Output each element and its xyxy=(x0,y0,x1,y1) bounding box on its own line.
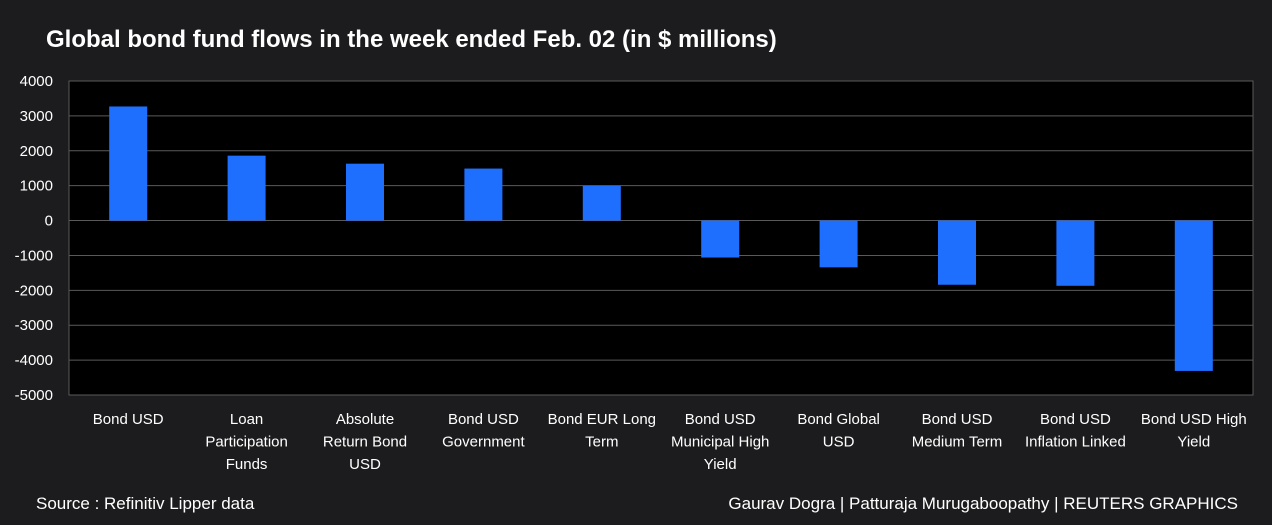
credit-line: Gaurav Dogra | Patturaja Murugaboopathy … xyxy=(728,494,1238,513)
bar xyxy=(819,220,858,268)
x-tick-label: Bond USD Municipal High Yield xyxy=(671,411,769,473)
x-tick-label: Bond USD Government xyxy=(442,411,525,451)
y-tick-label: 4000 xyxy=(20,73,53,90)
y-tick-label: -1000 xyxy=(15,247,53,264)
x-tick-label: Bond USD Inflation Linked xyxy=(1025,411,1126,451)
gridlines xyxy=(69,80,1253,396)
x-axis-ticks: Bond USD Loan Participation Funds Absolute Re… xyxy=(93,411,1247,473)
bar xyxy=(582,185,621,221)
bar xyxy=(346,163,384,221)
x-tick-label: Loan Participation Funds xyxy=(205,411,288,473)
bar xyxy=(109,106,148,221)
y-tick-label: -3000 xyxy=(15,317,53,334)
x-tick-label: Bond USD High Yield xyxy=(1141,411,1247,451)
source-note: Source : Refinitiv Lipper data xyxy=(36,494,255,513)
plot-area xyxy=(68,80,1254,396)
y-tick-label: 1000 xyxy=(20,178,53,195)
y-tick-label: -4000 xyxy=(15,352,53,369)
chart-title: Global bond fund flows in the week ended… xyxy=(46,26,777,53)
x-tick-label: Bond EUR Long Term xyxy=(548,411,656,451)
bar xyxy=(701,220,740,258)
x-tick-label: Bond Global USD xyxy=(797,411,880,451)
bar xyxy=(1056,220,1095,286)
y-tick-label: 3000 xyxy=(20,108,53,125)
bar xyxy=(938,220,976,285)
x-tick-label: Bond USD xyxy=(93,411,164,428)
bar xyxy=(227,155,266,221)
y-tick-label: 0 xyxy=(45,213,53,230)
bar xyxy=(1174,220,1213,371)
bars xyxy=(109,106,1213,371)
bar xyxy=(464,168,503,221)
y-tick-label: -5000 xyxy=(15,387,53,404)
x-tick-label: Absolute Return Bond USD xyxy=(323,411,407,473)
y-tick-label: -2000 xyxy=(15,282,53,299)
x-tick-label: Bond USD Medium Term xyxy=(912,411,1003,451)
y-tick-label: 2000 xyxy=(20,143,53,160)
y-axis-ticks: 4000 3000 2000 1000 0 -1000 -2000 -3000 -4000 -50… xyxy=(15,73,53,404)
